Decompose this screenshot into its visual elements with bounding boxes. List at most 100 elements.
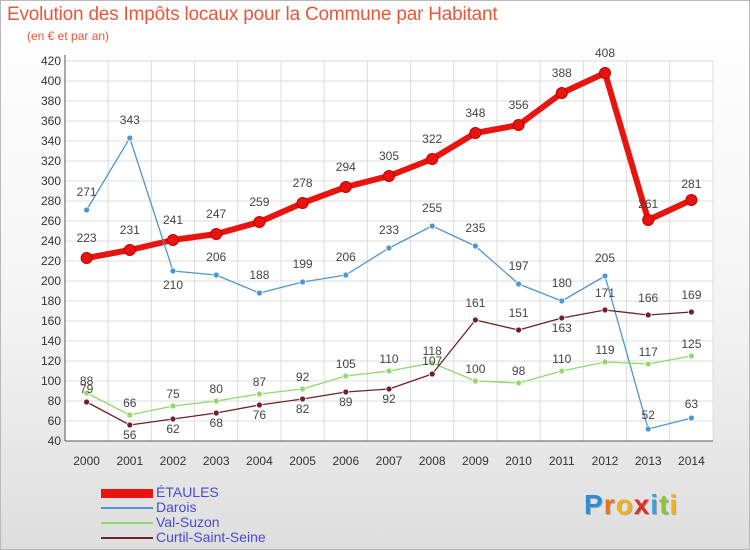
x-tick-label: 2006 bbox=[332, 454, 359, 468]
series-point-2 bbox=[212, 397, 220, 405]
data-label: 278 bbox=[293, 176, 313, 190]
brand-logo-letter: i bbox=[669, 489, 679, 520]
data-label: 259 bbox=[249, 195, 269, 209]
series-point-1 bbox=[644, 425, 652, 433]
data-label: 151 bbox=[509, 306, 529, 320]
series-point-2 bbox=[601, 358, 609, 366]
data-label: 119 bbox=[595, 343, 614, 357]
x-tick-label: 2002 bbox=[160, 454, 187, 468]
brand-logo-letter: o bbox=[615, 489, 634, 520]
series-point-0 bbox=[339, 181, 352, 193]
y-tick-label: 140 bbox=[41, 334, 61, 348]
data-label: 169 bbox=[681, 288, 701, 302]
data-label: 79 bbox=[80, 382, 94, 396]
series-point-3 bbox=[471, 316, 479, 324]
data-label: 105 bbox=[336, 357, 356, 371]
brand-logo-letter: t bbox=[659, 489, 670, 520]
y-tick-label: 300 bbox=[41, 174, 61, 188]
x-tick-label: 2004 bbox=[246, 454, 273, 468]
series-point-3 bbox=[688, 308, 695, 316]
data-label: 188 bbox=[249, 268, 269, 282]
y-tick-label: 280 bbox=[41, 194, 61, 208]
series-point-0 bbox=[253, 216, 266, 228]
series-point-0 bbox=[512, 119, 525, 131]
legend-item: ÉTAULES bbox=[101, 484, 341, 500]
x-tick-label: 2003 bbox=[203, 454, 230, 468]
data-label: 110 bbox=[552, 352, 571, 366]
data-label: 233 bbox=[379, 223, 399, 237]
data-label: 82 bbox=[296, 402, 310, 416]
series-point-1 bbox=[83, 206, 90, 214]
data-label: 205 bbox=[595, 251, 615, 265]
series-point-3 bbox=[601, 306, 609, 314]
series-point-2 bbox=[126, 411, 134, 419]
data-label: 117 bbox=[639, 345, 658, 359]
legend-swatch bbox=[101, 522, 153, 524]
data-label: 235 bbox=[465, 221, 485, 235]
x-tick-label: 2014 bbox=[678, 454, 705, 468]
y-tick-label: 360 bbox=[41, 114, 61, 128]
y-tick-label: 260 bbox=[41, 214, 61, 228]
y-tick-label: 340 bbox=[41, 134, 61, 148]
chart-subtitle: (en € et par an) bbox=[27, 29, 110, 43]
data-label: 92 bbox=[382, 392, 396, 406]
series-point-2 bbox=[644, 360, 652, 368]
series-point-2 bbox=[558, 367, 566, 375]
data-label: 89 bbox=[339, 395, 353, 409]
chart-title: Evolution des Impôts locaux pour la Comm… bbox=[7, 4, 498, 25]
series-point-3 bbox=[212, 409, 220, 417]
data-label: 88 bbox=[80, 374, 94, 388]
series-point-0 bbox=[685, 194, 698, 206]
x-tick-label: 2010 bbox=[505, 454, 532, 468]
y-tick-label: 420 bbox=[41, 54, 61, 68]
series-point-0 bbox=[469, 127, 482, 139]
series-point-2 bbox=[83, 389, 90, 397]
series-point-0 bbox=[642, 214, 655, 226]
series-point-2 bbox=[169, 402, 177, 410]
data-label: 343 bbox=[120, 113, 140, 127]
data-label: 76 bbox=[253, 408, 267, 422]
brand-logo-letter: P bbox=[584, 489, 604, 520]
series-point-3 bbox=[126, 421, 134, 429]
series-point-0 bbox=[383, 170, 395, 182]
y-tick-label: 220 bbox=[41, 254, 61, 268]
series-point-2 bbox=[688, 352, 695, 360]
series-point-1 bbox=[688, 414, 695, 422]
series-point-2 bbox=[342, 372, 350, 380]
y-tick-label: 320 bbox=[41, 154, 61, 168]
series-point-1 bbox=[515, 280, 522, 288]
data-label: 261 bbox=[638, 197, 658, 211]
legend-swatch bbox=[101, 488, 153, 498]
y-tick-label: 180 bbox=[41, 294, 61, 308]
data-label: 231 bbox=[120, 223, 140, 237]
y-tick-label: 380 bbox=[41, 94, 61, 108]
series-point-3 bbox=[558, 314, 566, 322]
data-label: 388 bbox=[552, 66, 572, 80]
data-label: 98 bbox=[512, 364, 526, 378]
series-point-3 bbox=[83, 398, 90, 406]
series-point-2 bbox=[428, 359, 436, 367]
data-label: 125 bbox=[681, 337, 701, 351]
data-label: 408 bbox=[595, 46, 615, 60]
data-label: 199 bbox=[293, 257, 313, 271]
series-point-3 bbox=[299, 395, 307, 403]
legend-swatch bbox=[101, 537, 153, 539]
x-tick-label: 2001 bbox=[116, 454, 143, 468]
y-tick-label: 400 bbox=[41, 74, 61, 88]
legend-item: Curtil-Saint-Seine bbox=[101, 529, 341, 545]
data-label: 75 bbox=[166, 387, 180, 401]
x-tick-label: 2009 bbox=[462, 454, 489, 468]
y-tick-label: 200 bbox=[41, 274, 61, 288]
legend-label: ÉTAULES bbox=[156, 484, 219, 500]
data-label: 255 bbox=[422, 201, 442, 215]
legend-label: Darois bbox=[156, 499, 197, 515]
legend-item: Darois bbox=[101, 499, 341, 515]
data-label: 322 bbox=[422, 132, 442, 146]
data-label: 171 bbox=[595, 286, 615, 300]
series-point-1 bbox=[342, 271, 350, 279]
y-tick-label: 40 bbox=[48, 434, 62, 448]
series-point-1 bbox=[212, 271, 220, 279]
series-point-0 bbox=[210, 228, 223, 240]
